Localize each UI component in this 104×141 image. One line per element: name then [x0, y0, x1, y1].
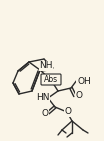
Text: NH: NH: [39, 61, 53, 70]
Text: HN: HN: [36, 93, 50, 103]
Text: O: O: [76, 91, 82, 100]
Text: OH: OH: [77, 77, 91, 85]
Text: Abs: Abs: [44, 75, 58, 84]
Text: O: O: [41, 109, 48, 117]
FancyBboxPatch shape: [41, 74, 61, 85]
Text: O: O: [64, 107, 72, 116]
